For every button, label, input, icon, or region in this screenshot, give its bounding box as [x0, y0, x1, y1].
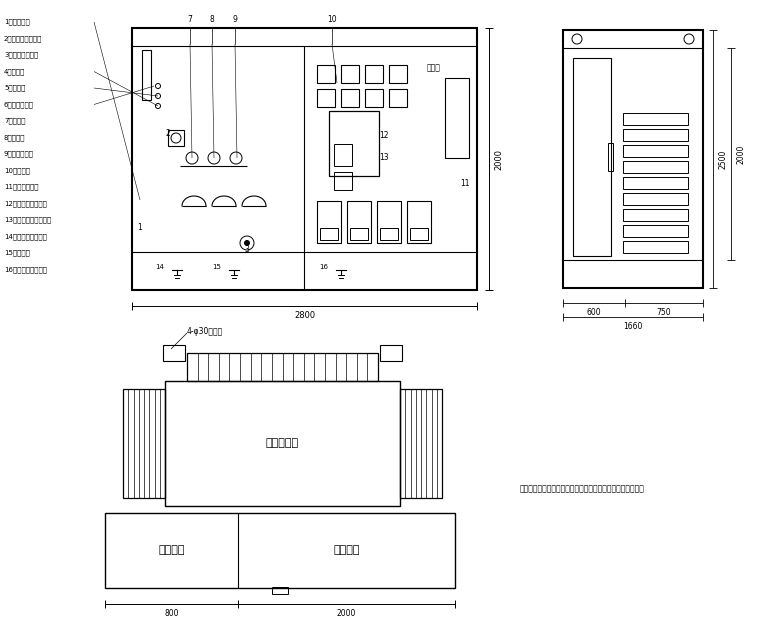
Text: 600: 600 [587, 308, 601, 317]
Bar [623, 209, 688, 221]
Text: 10、表计室: 10、表计室 [4, 167, 30, 174]
Bar [365, 65, 383, 83]
Bar [163, 345, 185, 361]
Bar [623, 225, 688, 237]
Bar [623, 113, 688, 125]
Bar [380, 345, 402, 361]
Bar [105, 513, 455, 588]
Bar [400, 389, 442, 498]
Text: 高压间隔: 高压间隔 [158, 545, 185, 555]
Text: 14: 14 [156, 264, 164, 270]
Text: 2、四位置负荷开关: 2、四位置负荷开关 [4, 35, 43, 42]
Text: 2800: 2800 [294, 311, 315, 320]
Text: 16: 16 [319, 264, 328, 270]
Bar [623, 129, 688, 141]
Text: 低压间隔: 低压间隔 [333, 545, 359, 555]
Bar [563, 30, 703, 288]
Bar [123, 389, 165, 498]
Text: 11: 11 [461, 178, 470, 187]
Text: 750: 750 [657, 308, 671, 317]
Text: 2000: 2000 [736, 144, 745, 163]
Bar [623, 177, 688, 189]
Text: 800: 800 [164, 609, 179, 618]
Bar [573, 58, 611, 256]
Text: 15、放油阀: 15、放油阀 [4, 250, 30, 256]
Text: 5、注油口: 5、注油口 [4, 85, 25, 91]
Text: 16、低压变接地端子: 16、低压变接地端子 [4, 266, 47, 273]
Text: 3: 3 [245, 245, 249, 255]
Bar [334, 144, 352, 166]
Bar [165, 381, 400, 506]
Bar [407, 201, 431, 243]
Text: 8、压力表: 8、压力表 [4, 134, 26, 141]
Text: 1: 1 [138, 223, 142, 233]
Bar [168, 130, 184, 146]
Bar [132, 28, 477, 290]
Text: 7、温度计: 7、温度计 [4, 118, 26, 124]
Circle shape [245, 240, 249, 245]
Bar [445, 78, 469, 158]
Text: 7: 7 [188, 15, 192, 24]
Bar [365, 89, 383, 107]
Bar [623, 241, 688, 253]
Bar [623, 193, 688, 205]
Bar [320, 228, 338, 240]
Text: 9、储油柜断器: 9、储油柜断器 [4, 150, 34, 157]
Text: 10: 10 [328, 15, 337, 24]
Bar [317, 65, 335, 83]
Bar [329, 111, 379, 176]
Text: 电子表: 电子表 [427, 64, 441, 72]
Text: 1660: 1660 [623, 322, 643, 331]
Text: 8: 8 [210, 15, 214, 24]
Text: 1、高压套管: 1、高压套管 [4, 19, 30, 26]
Bar [608, 143, 613, 171]
Bar [341, 89, 359, 107]
Text: 2000: 2000 [337, 609, 356, 618]
Bar [377, 201, 401, 243]
Text: 2000: 2000 [494, 149, 503, 170]
Bar [389, 89, 407, 107]
Text: 2500: 2500 [718, 149, 727, 168]
Text: 12: 12 [379, 132, 389, 140]
Text: 15: 15 [213, 264, 221, 270]
Text: 4、油位计: 4、油位计 [4, 68, 25, 75]
Text: 2: 2 [166, 129, 170, 137]
Text: 12、低压侧主断路器: 12、低压侧主断路器 [4, 200, 47, 207]
Bar [623, 145, 688, 157]
Text: 说明：以上尺寸仅供作为参考，最终尺寸以厂家产品实制为准: 说明：以上尺寸仅供作为参考，最终尺寸以厂家产品实制为准 [520, 484, 645, 494]
Bar [380, 228, 398, 240]
Text: 13: 13 [379, 154, 389, 162]
Bar [350, 228, 368, 240]
Bar [317, 201, 341, 243]
Bar [389, 65, 407, 83]
Bar [272, 587, 288, 594]
Text: 3、调压分接开关: 3、调压分接开关 [4, 52, 38, 58]
Bar [347, 201, 371, 243]
Bar [317, 89, 335, 107]
Bar [623, 161, 688, 173]
Bar [187, 353, 378, 381]
Text: 9: 9 [233, 15, 237, 24]
Bar [142, 50, 151, 100]
Text: 变压器主体: 变压器主体 [266, 439, 299, 449]
Text: 6、压力释放阀: 6、压力释放阀 [4, 101, 34, 108]
Text: 11、无功补偿装: 11、无功补偿装 [4, 183, 39, 190]
Text: 13、低压侧自动断路器: 13、低压侧自动断路器 [4, 217, 51, 223]
Bar [410, 228, 428, 240]
Bar [341, 65, 359, 83]
Bar [334, 172, 352, 190]
Text: 14、高压变接地端子: 14、高压变接地端子 [4, 233, 47, 240]
Text: 4-φ30安装孔: 4-φ30安装孔 [187, 326, 223, 336]
